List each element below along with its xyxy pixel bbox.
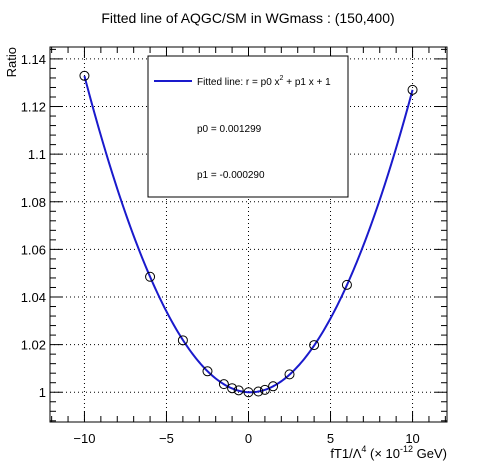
data-point bbox=[145, 271, 156, 282]
data-point bbox=[233, 385, 244, 396]
data-point bbox=[202, 366, 213, 377]
data-point bbox=[253, 386, 264, 397]
x-tick-label: 5 bbox=[327, 431, 334, 446]
data-point bbox=[407, 84, 418, 95]
legend-p1: p1 = -0.000290 bbox=[197, 170, 265, 181]
legend-fit-label: Fitted line: r = p0 x2 + p1 x + 1 bbox=[197, 75, 331, 88]
grid-lines bbox=[50, 47, 447, 422]
axis-ticks bbox=[50, 47, 447, 422]
data-point bbox=[341, 279, 352, 290]
data-point bbox=[259, 384, 270, 395]
y-tick-label: 1 bbox=[39, 385, 46, 400]
data-point bbox=[79, 70, 90, 81]
data-points bbox=[79, 70, 418, 398]
legend-box bbox=[147, 55, 349, 198]
fit-line bbox=[83, 75, 414, 394]
data-point bbox=[284, 369, 295, 380]
x-tick-label: −5 bbox=[159, 431, 174, 446]
x-tick-label: 0 bbox=[245, 431, 252, 446]
y-tick-label: 1.12 bbox=[21, 100, 46, 115]
y-tick-label: 1.14 bbox=[21, 52, 46, 67]
data-point bbox=[227, 383, 238, 394]
y-tick-label: 1.06 bbox=[21, 242, 46, 257]
y-axis-label: Ratio bbox=[4, 47, 19, 77]
x-tick-label: 10 bbox=[405, 431, 419, 446]
data-point bbox=[177, 335, 188, 346]
legend-p0: p0 = 0.001299 bbox=[197, 124, 262, 135]
data-point bbox=[268, 381, 279, 392]
x-axis-label: fT1/Λ4 (× 10-12 GeV) bbox=[330, 444, 447, 461]
chart-title: Fitted line of AQGC/SM in WGmass : (150,… bbox=[101, 10, 394, 26]
y-tick-labels: 1 1.02 1.04 1.06 1.08 1.1 1.12 1.14 bbox=[21, 52, 46, 400]
data-point bbox=[218, 379, 229, 390]
data-point bbox=[309, 340, 320, 351]
y-tick-label: 1.02 bbox=[21, 338, 46, 353]
x-tick-label: −10 bbox=[73, 431, 95, 446]
legend: Fitted line: r = p0 x2 + p1 x + 1 p0 = 0… bbox=[147, 55, 349, 198]
y-tick-label: 1.08 bbox=[21, 195, 46, 210]
x-tick-labels: −10 −5 0 5 10 bbox=[73, 431, 419, 446]
y-tick-label: 1.04 bbox=[21, 290, 46, 305]
y-tick-label: 1.1 bbox=[28, 147, 46, 162]
data-point bbox=[243, 387, 254, 398]
